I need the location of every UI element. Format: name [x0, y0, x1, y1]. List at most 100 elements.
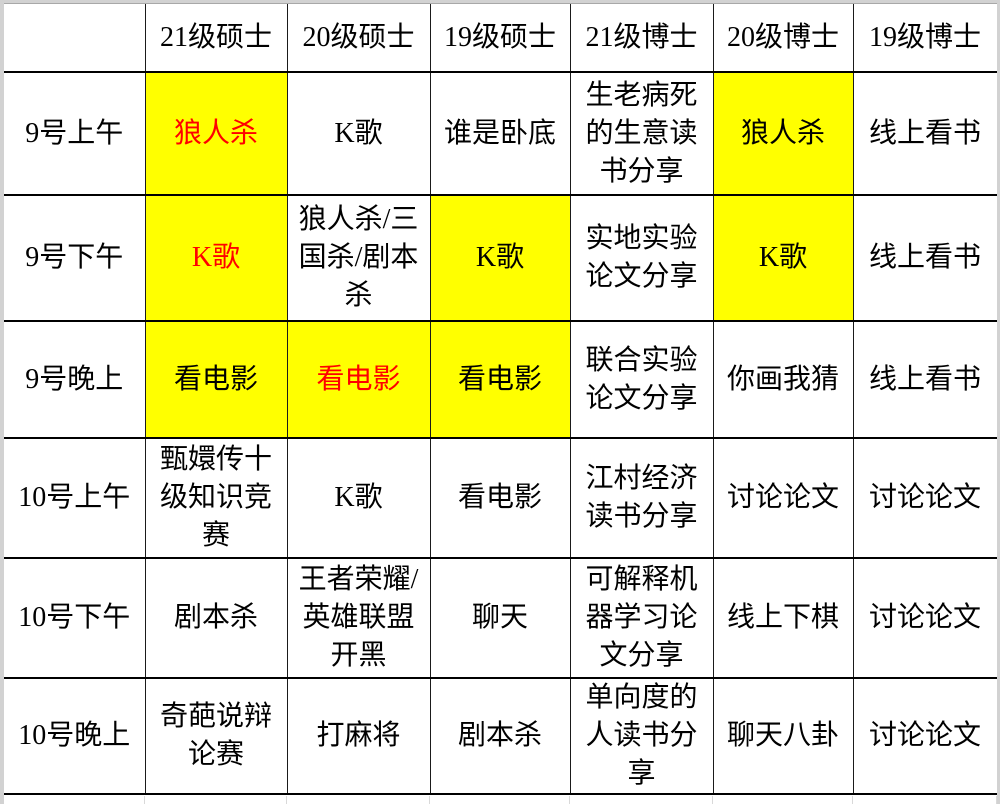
cell-text: 讨论论文 — [868, 482, 981, 513]
cell-text: 生老病死的生意读书分享 — [585, 79, 698, 187]
empty-cell-sliver — [287, 796, 430, 804]
schedule-cell[interactable]: 狼人杀 — [145, 72, 288, 196]
schedule-cell[interactable]: 讨论论文 — [853, 558, 998, 679]
cell-text: 讨论论文 — [868, 602, 981, 633]
schedule-cell[interactable]: 讨论论文 — [853, 438, 998, 559]
column-header[interactable]: 19级博士 — [853, 4, 998, 73]
schedule-cell[interactable]: 生老病死的生意读书分享 — [570, 72, 714, 196]
schedule-cell[interactable]: K歌 — [287, 438, 431, 559]
schedule-cell[interactable]: K歌 — [713, 195, 854, 322]
schedule-cell[interactable]: 甄嬛传十级知识竞赛 — [145, 438, 288, 559]
cell-text: 实地实验论文分享 — [585, 223, 698, 292]
cell-text: 线上看书 — [868, 242, 981, 273]
schedule-cell[interactable]: 线上看书 — [853, 72, 998, 196]
cell-text: K歌 — [334, 117, 383, 149]
column-header[interactable]: 21级硕士 — [145, 4, 288, 73]
schedule-cell[interactable]: 单向度的人读书分享 — [570, 678, 714, 795]
empty-cell-sliver — [4, 796, 145, 804]
cell-text: 看电影 — [173, 363, 258, 395]
schedule-cell[interactable]: 谁是卧底 — [430, 72, 571, 196]
cell-text: 你画我猜 — [726, 363, 839, 395]
schedule-cell[interactable]: 可解释机器学习论文分享 — [570, 558, 714, 679]
cell-text: 聊天 — [471, 602, 528, 633]
cell-text: 狼人杀 — [173, 117, 258, 149]
schedule-cell[interactable]: 看电影 — [145, 321, 288, 439]
table-row: 10号晚上 奇葩说辩论赛 打麻将 剧本杀 单向度的人读书分享 聊天八卦 讨论论文 — [4, 678, 998, 795]
cell-text: 狼人杀/三国杀/剧本杀 — [298, 204, 419, 311]
column-header[interactable]: 21级博士 — [570, 4, 714, 73]
row-label-cell[interactable]: 10号上午 — [4, 438, 146, 559]
cell-text: 打麻将 — [316, 720, 401, 751]
empty-cell-sliver — [713, 796, 853, 804]
schedule-cell[interactable]: 江村经济读书分享 — [570, 438, 714, 559]
empty-cell-sliver — [145, 796, 287, 804]
table-row: 9号晚上 看电影 看电影 看电影 联合实验论文分享 你画我猜 线上看书 — [4, 321, 998, 439]
schedule-cell[interactable]: 线上看书 — [853, 195, 998, 322]
table-row: 9号下午 K歌 狼人杀/三国杀/剧本杀 K歌 实地实验论文分享 K歌 线上看书 — [4, 195, 998, 322]
cell-text: 看电影 — [457, 363, 542, 395]
activity-schedule-table: 21级硕士 20级硕士 19级硕士 21级博士 20级博士 19级博士 9号上午 狼人杀 K歌… — [4, 4, 998, 795]
schedule-cell[interactable]: K歌 — [287, 72, 431, 196]
schedule-cell[interactable]: 线上下棋 — [713, 558, 854, 679]
cell-text: 谁是卧底 — [443, 117, 556, 149]
cell-text: 剧本杀 — [457, 720, 542, 751]
table-row: 10号下午 剧本杀 王者荣耀/英雄联盟开黑 聊天 可解释机器学习论文分享 线上下棋 讨论论文 — [4, 558, 998, 679]
cell-text: 看电影 — [316, 363, 401, 395]
empty-cell-sliver — [853, 796, 997, 804]
row-label-cell[interactable]: 10号晚上 — [4, 678, 146, 795]
cell-text: 剧本杀 — [173, 602, 258, 633]
cell-text: K歌 — [758, 242, 808, 273]
schedule-cell[interactable]: 聊天 — [430, 558, 571, 679]
column-header[interactable]: 19级硕士 — [430, 4, 571, 73]
row-label-cell[interactable]: 9号下午 — [4, 195, 146, 322]
cell-text: K歌 — [475, 242, 525, 273]
cell-text: K歌 — [191, 242, 241, 273]
schedule-cell[interactable]: 打麻将 — [287, 678, 431, 795]
table-row: 10号上午 甄嬛传十级知识竞赛 K歌 看电影 江村经济读书分享 讨论论文 讨论论文 — [4, 438, 998, 559]
schedule-cell[interactable]: 剧本杀 — [430, 678, 571, 795]
page-edge-left — [0, 0, 4, 804]
cell-text: 王者荣耀/英雄联盟开黑 — [298, 564, 419, 671]
schedule-cell[interactable]: 看电影 — [430, 438, 571, 559]
empty-cell-sliver — [430, 796, 570, 804]
schedule-cell[interactable]: 狼人杀/三国杀/剧本杀 — [287, 195, 431, 322]
schedule-cell[interactable]: 王者荣耀/英雄联盟开黑 — [287, 558, 431, 679]
row-label-cell[interactable]: 9号上午 — [4, 72, 146, 196]
column-header[interactable]: 20级博士 — [713, 4, 854, 73]
schedule-cell[interactable]: 看电影 — [430, 321, 571, 439]
cell-text: 线上看书 — [868, 117, 981, 149]
cell-text: 聊天八卦 — [726, 720, 839, 751]
cell-text: 线上看书 — [868, 363, 981, 395]
cell-text: 江村经济读书分享 — [585, 463, 698, 532]
schedule-cell[interactable]: 剧本杀 — [145, 558, 288, 679]
schedule-cell[interactable]: 实地实验论文分享 — [570, 195, 714, 322]
cell-text: 狼人杀 — [740, 117, 825, 149]
schedule-cell[interactable]: 讨论论文 — [853, 678, 998, 795]
cell-text: 甄嬛传十级知识竞赛 — [159, 444, 272, 551]
schedule-cell[interactable]: 讨论论文 — [713, 438, 854, 559]
cell-text: K歌 — [334, 482, 383, 513]
empty-cell-sliver — [570, 796, 713, 804]
schedule-cell[interactable]: 联合实验论文分享 — [570, 321, 714, 439]
row-label-cell[interactable]: 10号下午 — [4, 558, 146, 679]
column-header[interactable]: 20级硕士 — [287, 4, 431, 73]
schedule-cell[interactable]: 你画我猜 — [713, 321, 854, 439]
cell-text: 联合实验论文分享 — [585, 344, 698, 414]
schedule-cell[interactable]: 线上看书 — [853, 321, 998, 439]
schedule-cell[interactable]: K歌 — [430, 195, 571, 322]
page-edge-top — [0, 0, 1000, 4]
corner-cell[interactable] — [4, 4, 146, 73]
cell-text: 奇葩说辩论赛 — [159, 701, 272, 770]
cell-text: 线上下棋 — [726, 602, 839, 633]
schedule-cell[interactable]: 看电影 — [287, 321, 431, 439]
row-label-cell[interactable]: 9号晚上 — [4, 321, 146, 439]
schedule-cell[interactable]: 奇葩说辩论赛 — [145, 678, 288, 795]
schedule-cell[interactable]: 聊天八卦 — [713, 678, 854, 795]
schedule-cell[interactable]: K歌 — [145, 195, 288, 322]
cell-text: 讨论论文 — [726, 482, 839, 513]
header-row: 21级硕士 20级硕士 19级硕士 21级博士 20级博士 19级博士 — [4, 4, 998, 73]
next-row-strip — [4, 796, 997, 804]
cell-text: 单向度的人读书分享 — [585, 682, 698, 789]
schedule-cell[interactable]: 狼人杀 — [713, 72, 854, 196]
